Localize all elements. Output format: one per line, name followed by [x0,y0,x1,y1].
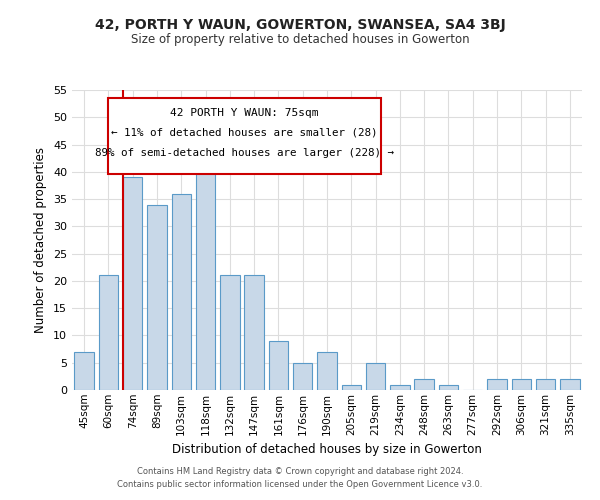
Bar [512,379,531,390]
Bar [439,384,458,390]
Text: Contains public sector information licensed under the Open Government Licence v3: Contains public sector information licen… [118,480,482,489]
Text: 42 PORTH Y WAUN: 75sqm: 42 PORTH Y WAUN: 75sqm [170,108,319,118]
Bar [74,352,94,390]
Bar [220,276,239,390]
Text: ← 11% of detached houses are smaller (28): ← 11% of detached houses are smaller (28… [111,128,377,138]
Bar [293,362,313,390]
Text: Contains HM Land Registry data © Crown copyright and database right 2024.: Contains HM Land Registry data © Crown c… [137,467,463,476]
Bar [147,204,167,390]
Bar [99,276,118,390]
Text: Size of property relative to detached houses in Gowerton: Size of property relative to detached ho… [131,32,469,46]
Bar [244,276,264,390]
X-axis label: Distribution of detached houses by size in Gowerton: Distribution of detached houses by size … [172,443,482,456]
Bar [560,379,580,390]
Bar [415,379,434,390]
Bar [172,194,191,390]
Text: 89% of semi-detached houses are larger (228) →: 89% of semi-detached houses are larger (… [95,148,394,158]
Bar [123,178,142,390]
Bar [341,384,361,390]
Bar [536,379,555,390]
Bar [317,352,337,390]
Text: 42, PORTH Y WAUN, GOWERTON, SWANSEA, SA4 3BJ: 42, PORTH Y WAUN, GOWERTON, SWANSEA, SA4… [95,18,505,32]
Bar [196,156,215,390]
Bar [390,384,410,390]
Bar [487,379,507,390]
Bar [269,341,288,390]
FancyBboxPatch shape [108,98,380,174]
Bar [366,362,385,390]
Y-axis label: Number of detached properties: Number of detached properties [34,147,47,333]
